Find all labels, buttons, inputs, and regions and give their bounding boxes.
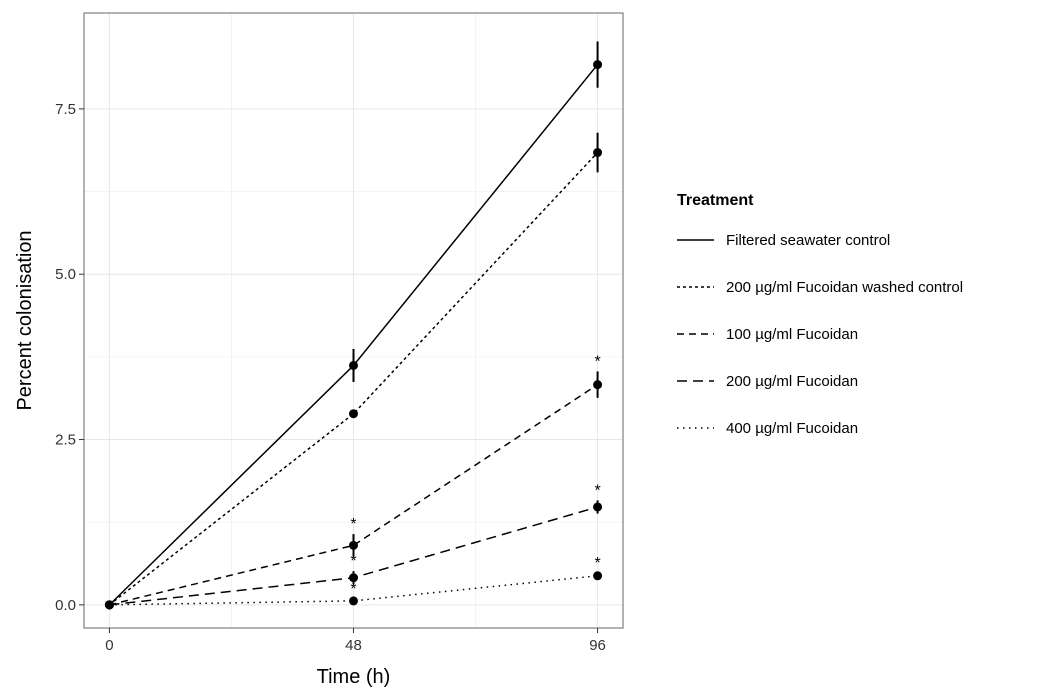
y-tick-label: 7.5 (55, 101, 76, 118)
y-tick-label: 2.5 (55, 432, 76, 449)
significance-marker: * (594, 482, 600, 499)
legend-item: 100 µg/ml Fucoidan (677, 326, 858, 343)
y-tick-label: 5.0 (55, 266, 76, 283)
data-point (349, 573, 358, 583)
x-tick-label: 48 (345, 637, 362, 654)
data-point (349, 596, 358, 606)
legend-item: 400 µg/ml Fucoidan (677, 420, 858, 437)
axes: 0.0 2.5 5.0 7.5 0 48 96 (55, 101, 606, 654)
legend-label: 100 µg/ml Fucoidan (726, 326, 858, 343)
data-point (349, 409, 358, 419)
series-line (109, 384, 598, 606)
legend-title: Treatment (677, 192, 754, 209)
significance-marker: * (350, 553, 356, 570)
data-point (349, 360, 358, 370)
legend-item: Filtered seawater control (677, 232, 890, 249)
y-axis-title: Percent colonisation (14, 230, 36, 410)
y-tick-label: 0.0 (55, 597, 76, 614)
x-tick-label: 0 (105, 637, 113, 654)
x-axis-title: Time (h) (317, 666, 391, 688)
significance-marker: * (350, 516, 356, 533)
legend: Treatment Filtered seawater control 200 µ… (677, 192, 963, 437)
data-point (349, 540, 358, 550)
data-point (593, 380, 603, 390)
significance-marker: * (594, 353, 600, 370)
series-line (108, 152, 599, 606)
data-point (593, 148, 603, 158)
data-point (593, 502, 603, 512)
legend-item: 200 µg/ml Fucoidan (677, 373, 858, 390)
data-point (593, 60, 603, 70)
series: ****** (104, 41, 603, 610)
data-point (593, 571, 603, 581)
series-group: ** (104, 555, 603, 610)
legend-item: 200 µg/ml Fucoidan washed control (677, 279, 963, 296)
legend-label: 400 µg/ml Fucoidan (726, 420, 858, 437)
legend-label: 200 µg/ml Fucoidan washed control (726, 279, 963, 296)
legend-items: Filtered seawater control 200 µg/ml Fucoi… (677, 232, 963, 437)
legend-label: 200 µg/ml Fucoidan (726, 373, 858, 390)
significance-marker: * (350, 581, 356, 598)
significance-marker: * (594, 555, 600, 572)
data-point (104, 600, 114, 610)
legend-label: Filtered seawater control (726, 232, 890, 249)
x-tick-label: 96 (589, 637, 606, 654)
